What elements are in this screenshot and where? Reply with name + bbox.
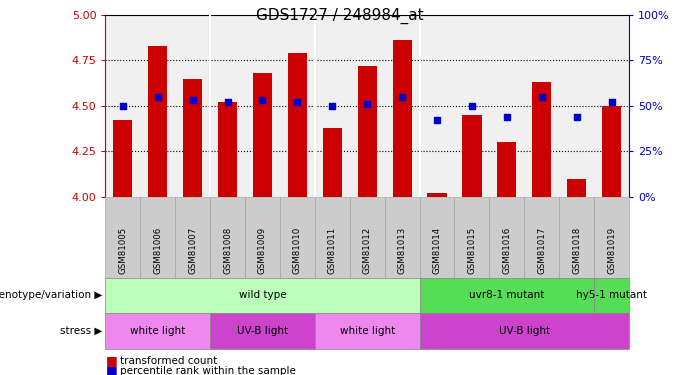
Text: GSM81006: GSM81006	[153, 226, 163, 274]
Bar	[567, 179, 586, 197]
Point	[152, 94, 163, 100]
Text: white light: white light	[130, 326, 186, 336]
Point	[466, 103, 477, 109]
Point	[187, 98, 198, 104]
Text: percentile rank within the sample: percentile rank within the sample	[120, 366, 296, 375]
Bar	[602, 106, 621, 197]
Point	[257, 98, 268, 104]
Text: GSM81015: GSM81015	[467, 226, 477, 274]
Point	[432, 117, 443, 123]
Text: GSM81017: GSM81017	[537, 226, 546, 274]
Text: GSM81010: GSM81010	[293, 226, 302, 274]
Text: white light: white light	[339, 326, 395, 336]
Text: UV-B light: UV-B light	[498, 326, 550, 336]
Point	[537, 94, 547, 100]
Text: GSM81019: GSM81019	[607, 226, 616, 274]
Bar	[497, 142, 516, 197]
Text: GSM81012: GSM81012	[362, 226, 372, 274]
Bar	[428, 193, 447, 197]
Text: UV-B light: UV-B light	[237, 326, 288, 336]
Text: GSM81016: GSM81016	[503, 226, 511, 274]
Text: uvr8-1 mutant: uvr8-1 mutant	[469, 290, 545, 300]
Text: GDS1727 / 248984_at: GDS1727 / 248984_at	[256, 8, 424, 24]
Bar	[148, 46, 167, 197]
Text: GSM81009: GSM81009	[258, 226, 267, 274]
Text: GSM81007: GSM81007	[188, 226, 197, 274]
Text: GSM81014: GSM81014	[432, 226, 441, 274]
Bar	[218, 102, 237, 197]
Point	[292, 99, 303, 105]
Text: ■: ■	[105, 354, 117, 367]
Point	[571, 114, 582, 120]
Bar	[183, 79, 202, 197]
Text: hy5-1 mutant: hy5-1 mutant	[576, 290, 647, 300]
Point	[118, 103, 129, 109]
Bar	[532, 82, 551, 197]
Text: GSM81018: GSM81018	[572, 226, 581, 274]
Text: wild type: wild type	[239, 290, 286, 300]
Text: ■: ■	[105, 364, 117, 375]
Text: GSM81013: GSM81013	[398, 226, 407, 274]
Point	[362, 101, 373, 107]
Bar	[288, 53, 307, 197]
Point	[501, 114, 512, 120]
Bar	[392, 40, 411, 197]
Point	[222, 99, 233, 105]
Bar	[358, 66, 377, 197]
Point	[396, 94, 407, 100]
Text: GSM81011: GSM81011	[328, 226, 337, 274]
Text: transformed count: transformed count	[120, 356, 218, 366]
Bar	[462, 115, 481, 197]
Text: genotype/variation ▶: genotype/variation ▶	[0, 290, 102, 300]
Bar	[114, 120, 133, 197]
Bar	[253, 73, 272, 197]
Text: stress ▶: stress ▶	[60, 326, 102, 336]
Point	[327, 103, 338, 109]
Point	[606, 99, 617, 105]
Bar	[323, 128, 342, 197]
Text: GSM81005: GSM81005	[118, 226, 127, 274]
Text: GSM81008: GSM81008	[223, 226, 232, 274]
